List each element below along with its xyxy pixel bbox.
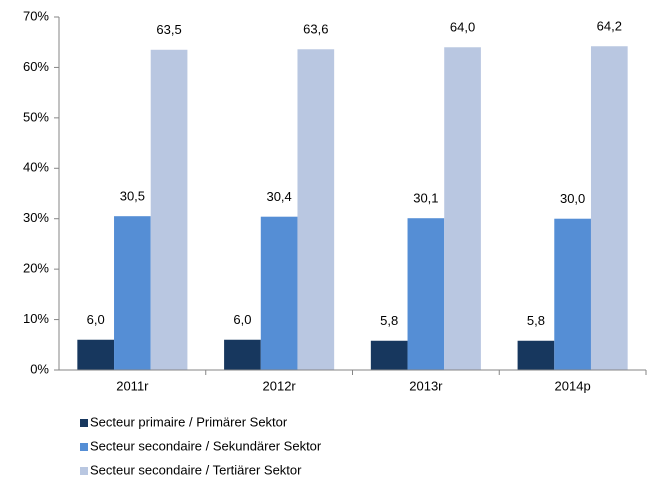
value-label: 30,1 xyxy=(413,191,438,206)
legend-swatch xyxy=(80,443,88,451)
bar xyxy=(590,46,628,371)
value-label: 5,8 xyxy=(527,313,545,328)
value-label: 30,5 xyxy=(120,189,145,204)
legend-label: Secteur primaire / Primärer Sektor xyxy=(90,414,288,429)
legend-label: Secteur secondaire / Tertiärer Sektor xyxy=(90,462,302,477)
bar xyxy=(407,218,445,370)
y-tick-label: 0% xyxy=(30,361,49,376)
y-tick-label: 60% xyxy=(23,59,49,74)
y-tick-label: 10% xyxy=(23,311,49,326)
x-tick-label: 2012r xyxy=(263,378,297,393)
legend-label: Secteur secondaire / Sekundärer Sektor xyxy=(90,438,322,453)
legend-swatch xyxy=(80,467,88,475)
x-tick-label: 2014p xyxy=(555,378,591,393)
bar xyxy=(517,340,555,370)
bar xyxy=(370,340,408,370)
bar xyxy=(444,47,481,370)
legend-swatch xyxy=(80,419,88,427)
bar xyxy=(114,216,151,370)
value-label: 63,5 xyxy=(156,22,181,37)
y-tick-label: 30% xyxy=(23,210,49,225)
bar xyxy=(554,218,591,370)
value-label: 63,6 xyxy=(303,22,328,37)
bar xyxy=(224,339,261,370)
bar xyxy=(260,216,298,370)
bar xyxy=(297,49,335,370)
x-tick-label: 2011r xyxy=(116,378,149,393)
value-label: 30,0 xyxy=(560,191,585,206)
y-tick-label: 40% xyxy=(23,160,49,175)
value-label: 6,0 xyxy=(87,312,105,327)
y-tick-label: 20% xyxy=(23,261,49,276)
bar xyxy=(77,339,115,370)
value-label: 64,0 xyxy=(450,20,475,35)
y-tick-label: 50% xyxy=(23,109,49,124)
x-tick-label: 2013r xyxy=(409,378,443,393)
value-label: 64,2 xyxy=(597,19,622,34)
bar xyxy=(150,49,188,371)
value-label: 30,4 xyxy=(266,189,291,204)
value-label: 5,8 xyxy=(380,313,398,328)
value-label: 6,0 xyxy=(233,312,251,327)
y-tick-label: 70% xyxy=(23,8,49,23)
